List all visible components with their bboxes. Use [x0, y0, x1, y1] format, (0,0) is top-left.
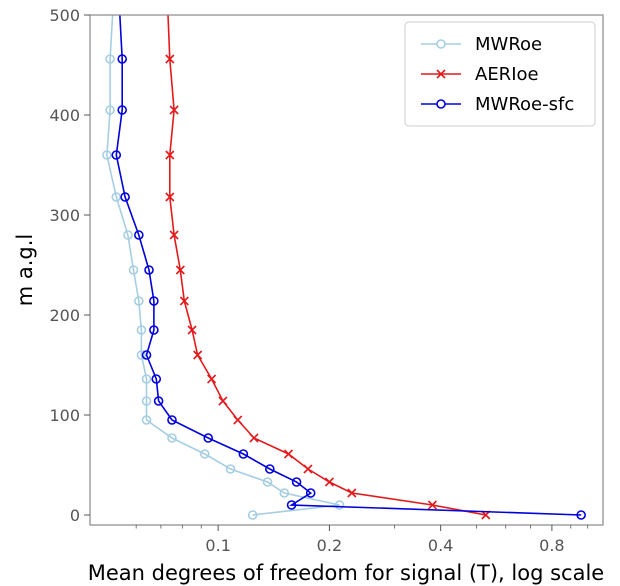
data-point	[279, 488, 290, 498]
data-point	[151, 374, 162, 384]
data-point	[175, 265, 185, 275]
data-point	[141, 350, 152, 360]
data-point	[117, 105, 128, 115]
data-point	[123, 230, 133, 240]
data-point	[238, 449, 249, 459]
data-point	[305, 488, 316, 498]
x-axis-label: Mean degrees of freedom for signal (T), …	[88, 561, 604, 585]
data-point	[283, 449, 294, 459]
data-point	[102, 150, 112, 160]
data-point	[105, 54, 115, 64]
data-point	[225, 464, 236, 474]
data-point	[136, 325, 147, 335]
data-point	[117, 54, 128, 64]
data-point	[207, 374, 217, 384]
data-point	[111, 150, 122, 160]
data-point	[576, 510, 586, 520]
y-tick-label: 500	[49, 6, 80, 25]
data-point	[120, 192, 130, 202]
legend-item: MWRoe	[421, 34, 542, 55]
data-point	[134, 230, 144, 240]
data-point	[153, 396, 164, 406]
legend-item: MWRoe-sfc	[421, 94, 574, 115]
series-line	[106, 15, 340, 516]
y-tick-label: 0	[70, 506, 80, 525]
data-point	[149, 296, 159, 306]
data-point	[193, 350, 203, 360]
y-tick-label: 200	[49, 306, 80, 325]
x-tick-label: 0.2	[317, 536, 342, 555]
data-point	[291, 477, 302, 487]
data-point	[105, 105, 115, 115]
data-point	[187, 325, 197, 335]
data-point	[134, 296, 144, 306]
data-point	[324, 477, 334, 487]
series-layer	[102, 1, 586, 520]
data-point	[247, 510, 258, 520]
data-point	[167, 433, 177, 443]
series-aerioe	[164, 1, 491, 520]
data-point	[141, 415, 152, 425]
legend-item: AERIoe	[421, 64, 539, 85]
legend-box	[404, 21, 596, 127]
data-point	[141, 396, 152, 406]
ticks-layer: 0.1 0.2 0.4 0.8 0 100 200 300 400 500	[49, 6, 589, 555]
data-point	[286, 500, 297, 510]
series-line	[115, 15, 582, 516]
data-point	[165, 150, 175, 160]
data-point	[203, 433, 214, 443]
data-point	[165, 192, 175, 202]
data-point	[334, 500, 345, 510]
data-point	[218, 396, 228, 406]
series-mwroe	[102, 1, 345, 520]
data-point	[167, 415, 177, 425]
data-point	[136, 350, 147, 360]
data-point	[144, 265, 154, 275]
data-point	[164, 1, 172, 9]
data-point	[427, 500, 437, 510]
legend-label: AERIoe	[475, 64, 539, 85]
y-tick-label: 300	[49, 206, 80, 225]
data-point	[128, 265, 139, 275]
data-point	[111, 192, 122, 202]
data-point	[262, 477, 273, 487]
plot-frame	[89, 14, 604, 526]
x-tick-label: 0.4	[428, 536, 453, 555]
legend-label: MWRoe-sfc	[475, 94, 574, 115]
series-line	[167, 15, 486, 516]
data-point	[165, 54, 175, 64]
data-point	[249, 433, 259, 443]
data-point	[115, 1, 123, 9]
y-axis-label: m a.g.l	[13, 234, 37, 307]
x-tick-label: 0.8	[539, 536, 564, 555]
x-tick-label: 0.1	[205, 536, 230, 555]
data-point	[233, 415, 243, 425]
data-point	[199, 449, 210, 459]
data-point	[149, 325, 159, 335]
legend-label: MWRoe	[475, 34, 542, 55]
legend: MWRoe AERIoe MWRoe-sfc	[404, 21, 596, 127]
data-point	[265, 464, 275, 474]
data-point	[141, 374, 152, 384]
data-point	[169, 230, 179, 240]
data-point	[169, 105, 179, 115]
data-point	[303, 464, 313, 474]
series-mwroe-sfc	[111, 1, 586, 520]
data-point	[109, 1, 117, 9]
data-point	[347, 488, 357, 498]
y-tick-label: 400	[49, 106, 80, 125]
data-point	[179, 296, 189, 306]
y-tick-label: 100	[49, 406, 80, 425]
